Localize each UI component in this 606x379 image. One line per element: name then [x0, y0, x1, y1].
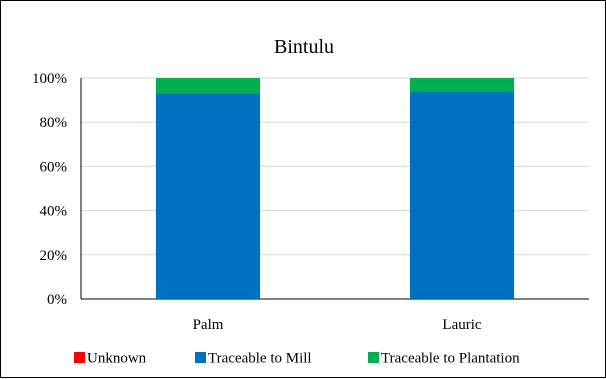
legend-swatch [195, 352, 206, 363]
x-category-label: Palm [193, 317, 224, 333]
y-tick-label: 40% [40, 204, 68, 220]
x-axis-categories: Palm Lauric [193, 317, 482, 333]
y-tick-label: 0% [47, 292, 67, 308]
bars [155, 78, 515, 299]
chart-title: Bintulu [274, 36, 334, 58]
bar-segment-traceable-to-plantation [409, 78, 515, 92]
legend: Unknown Traceable to Mill Traceable to Pla… [74, 351, 520, 367]
x-category-label: Lauric [442, 317, 481, 333]
bar-segment-traceable-to-mill [155, 93, 261, 299]
bar-segment-traceable-to-mill [409, 91, 515, 299]
y-tick-label: 20% [40, 248, 68, 264]
legend-swatch [368, 352, 379, 363]
y-tick-label: 100% [32, 71, 67, 87]
y-axis-ticks: 0% 20% 40% 60% 80% 100% [32, 71, 67, 308]
legend-label: Traceable to Plantation [381, 351, 520, 367]
legend-label: Traceable to Mill [208, 351, 312, 367]
y-tick-label: 80% [40, 115, 68, 131]
y-tick-label: 60% [40, 159, 68, 175]
legend-swatch [74, 352, 85, 363]
bar-segment-traceable-to-plantation [155, 78, 261, 94]
legend-label: Unknown [87, 351, 147, 367]
